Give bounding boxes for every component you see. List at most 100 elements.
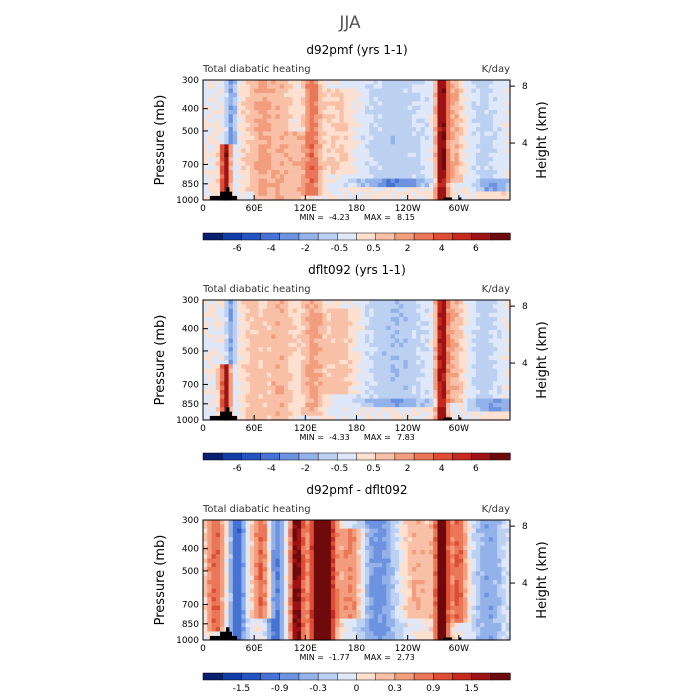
heat-cell: [386, 377, 392, 383]
heat-cell: [241, 554, 247, 560]
heat-cell: [275, 605, 281, 611]
heat-cell: [271, 317, 277, 323]
heat-cell: [450, 355, 456, 361]
heat-cell: [411, 325, 417, 331]
heat-cell: [318, 562, 323, 568]
heat-cell: [326, 520, 332, 525]
heat-cell: [211, 631, 217, 637]
heat-cell: [377, 330, 383, 335]
heat-cell: [437, 407, 443, 413]
heat-cell: [480, 360, 486, 365]
heat-cell: [245, 304, 251, 310]
heat-cell: [488, 122, 494, 128]
heat-cell: [450, 148, 456, 154]
heat-cell: [471, 415, 477, 421]
heat-cell: [245, 144, 251, 150]
heat-cell: [203, 610, 208, 615]
heat-cell: [292, 105, 298, 111]
heat-cell: [343, 182, 349, 188]
heat-cell: [249, 390, 255, 395]
heat-cell: [475, 304, 481, 310]
heat-cell: [335, 161, 341, 167]
heat-cell: [437, 182, 443, 188]
heat-cell: [382, 114, 387, 120]
heat-cell: [296, 110, 302, 115]
heat-cell: [373, 148, 379, 154]
panel-title: d92pmf - dflt092: [306, 483, 407, 497]
heat-cell: [305, 554, 311, 560]
heat-cell: [207, 330, 213, 335]
heat-cell: [215, 152, 221, 158]
heat-cell: [343, 152, 349, 158]
heat-cell: [288, 338, 294, 344]
heat-cell: [207, 92, 213, 98]
heat-cell: [446, 347, 451, 353]
terrain-mask: [443, 197, 453, 200]
heat-cell: [488, 182, 494, 188]
heat-cell: [437, 351, 443, 357]
heat-cell: [262, 394, 268, 400]
heat-cell: [271, 304, 277, 310]
heat-cell: [360, 114, 366, 120]
heat-cell: [394, 131, 400, 137]
heat-cell: [237, 385, 242, 391]
heat-cell: [505, 411, 511, 417]
heat-cell: [450, 377, 456, 383]
heat-cell: [416, 178, 422, 184]
heat-cell: [318, 300, 323, 305]
heat-cell: [228, 114, 234, 120]
heat-cell: [284, 118, 289, 124]
heat-cell: [207, 325, 213, 331]
heat-cell: [207, 88, 213, 94]
heat-cell: [484, 381, 490, 387]
heat-cell: [373, 334, 379, 340]
heat-cell: [275, 152, 281, 158]
heat-cell: [326, 372, 332, 378]
heat-cell: [203, 580, 208, 585]
heat-cell: [279, 558, 285, 564]
heat-cell: [433, 131, 439, 137]
heat-cell: [386, 97, 392, 103]
heat-cell: [220, 402, 225, 408]
heat-cell: [322, 398, 328, 404]
heat-cell: [301, 601, 306, 607]
heat-cell: [207, 627, 213, 633]
heat-cell: [403, 368, 409, 374]
heat-cell: [275, 618, 281, 624]
heat-cell: [475, 144, 481, 150]
heat-cell: [241, 148, 247, 154]
heat-cell: [211, 372, 217, 378]
heat-cell: [501, 97, 507, 103]
heat-cell: [437, 135, 443, 141]
heat-cell: [339, 300, 345, 305]
heat-cell: [211, 342, 217, 348]
heat-cell: [399, 191, 404, 197]
heat-cell: [343, 330, 349, 335]
heat-cell: [271, 342, 277, 348]
heat-cell: [220, 127, 225, 133]
colorbar-swatch: [279, 232, 300, 241]
heat-cell: [420, 317, 426, 323]
heat-cell: [373, 165, 379, 171]
heat-cell: [365, 300, 370, 305]
heat-cell: [245, 597, 251, 603]
heat-cell: [262, 338, 268, 344]
heat-cell: [369, 140, 375, 145]
heat-cell: [254, 334, 260, 340]
heat-cell: [382, 381, 387, 387]
heat-cell: [356, 174, 362, 180]
heat-cell: [258, 605, 264, 611]
heat-cell: [279, 532, 285, 538]
heat-cell: [292, 532, 298, 538]
heat-cell: [220, 187, 225, 193]
heat-cell: [301, 360, 306, 365]
heat-cell: [501, 148, 507, 154]
y-tick-label: 300: [182, 76, 199, 86]
colorbar-label: -6: [233, 244, 242, 254]
heat-cell: [497, 144, 503, 150]
heat-cell: [369, 360, 375, 365]
heat-cell: [347, 381, 353, 387]
heat-cell: [407, 97, 413, 103]
heat-cell: [266, 351, 272, 357]
heat-cell: [373, 88, 379, 94]
